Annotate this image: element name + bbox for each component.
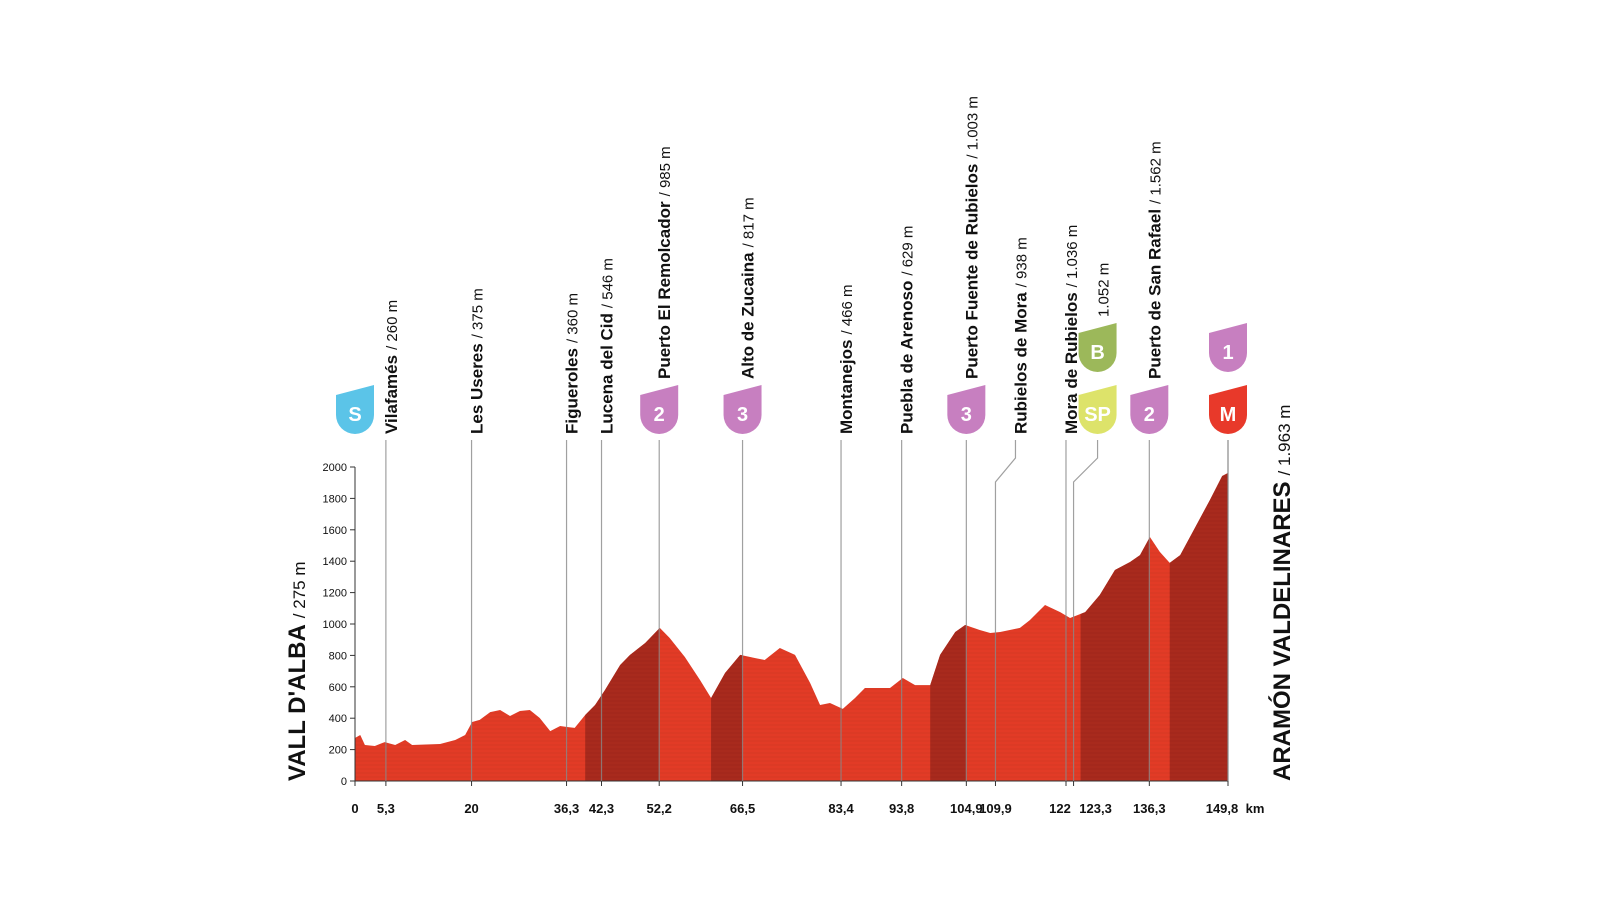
start-name: VALL D'ALBA [284, 624, 311, 781]
x-tick-label: 83,4 [828, 801, 854, 816]
waypoint-name: Puerto Fuente de Rubielos [962, 164, 981, 379]
badge [1209, 323, 1247, 372]
badge-text: S [348, 404, 361, 426]
waypoint-altitude: / 546 m [600, 258, 617, 308]
waypoint-label: Mora de Rubielos / 1.036 m [1062, 225, 1081, 434]
waypoint-name: Les Useres [468, 343, 487, 434]
start-label: VALL D'ALBA / 275 m [284, 561, 311, 781]
waypoint-altitude: / 629 m [900, 226, 917, 276]
badge-text: 3 [737, 404, 748, 426]
waypoint-altitude: / 360 m [565, 293, 582, 343]
waypoint-label: Figueroles / 360 m [563, 293, 582, 434]
y-tick-label: 2000 [323, 462, 347, 474]
waypoint-label: Rubielos de Mora / 938 m [1011, 237, 1030, 434]
waypoint-name: Puebla de Arenoso [898, 281, 917, 434]
waypoint-label: Alto de Zucaina / 817 m [739, 197, 758, 379]
y-tick-label: 1600 [323, 525, 347, 537]
waypoint-altitude: 1.052 m [1096, 263, 1113, 317]
waypoint-altitude: / 938 m [1013, 237, 1030, 287]
waypoint-label: Montanejos / 466 m [837, 285, 856, 434]
badge [336, 385, 374, 434]
waypoint-name: Montanejos [837, 340, 856, 434]
waypoint-name: Puerto de San Rafael [1145, 209, 1164, 379]
finish-name: ARAMÓN VALDELINARES [1268, 481, 1296, 781]
waypoint-altitude: / 1.562 m [1147, 141, 1164, 204]
waypoint-label: Vilafamés / 260 m [382, 300, 401, 434]
waypoint-altitude: / 260 m [384, 300, 401, 350]
x-tick-label: 5,3 [377, 801, 395, 816]
y-tick-label: 800 [329, 650, 347, 662]
y-tick-label: 1800 [323, 493, 347, 505]
x-tick-label: 66,5 [730, 801, 755, 816]
badge [640, 385, 679, 434]
badge [723, 385, 762, 434]
waypoint-label: Les Useres / 375 m [468, 288, 487, 434]
climb-section [711, 472, 743, 781]
x-tick-label: 42,3 [589, 801, 614, 816]
x-tick-label: 93,8 [889, 801, 914, 816]
x-tick-label: 104,9 [950, 801, 983, 816]
x-tick-label: 109,9 [979, 801, 1012, 816]
waypoint-altitude: / 466 m [839, 285, 856, 335]
climb-section [930, 472, 967, 781]
x-tick-label: 36,3 [554, 801, 579, 816]
badge [1130, 385, 1169, 434]
x-tick-label: 123,3 [1079, 801, 1112, 816]
waypoint-line [1072, 440, 1099, 781]
badge-text: 3 [961, 404, 972, 426]
y-tick-label: 200 [329, 745, 347, 757]
waypoint-name: Figueroles [563, 348, 582, 434]
x-tick-label: 20 [464, 801, 478, 816]
waypoint-name: Mora de Rubielos [1062, 292, 1081, 434]
badge [1209, 385, 1247, 434]
badge-text: 2 [1144, 404, 1155, 426]
badge [1078, 385, 1117, 434]
finish-altitude: / 1.963 m [1275, 405, 1294, 476]
badge-text: 1 [1222, 342, 1233, 364]
x-tick-label: 136,3 [1133, 801, 1166, 816]
waypoint-name: Alto de Zucaina [739, 252, 758, 379]
y-tick-label: 1000 [323, 619, 347, 631]
waypoint-label: 1.052 m [1096, 263, 1113, 317]
x-tick-label: 149,8 [1206, 801, 1239, 816]
elevation-area [355, 472, 1228, 781]
start-altitude: / 275 m [290, 561, 309, 618]
x-unit: km [1246, 801, 1265, 816]
waypoint-label: Puebla de Arenoso / 629 m [898, 226, 917, 434]
waypoint-altitude: / 375 m [470, 288, 487, 338]
y-tick-label: 0 [341, 776, 347, 788]
climb-section [1169, 472, 1228, 781]
waypoint-label: Puerto Fuente de Rubielos / 1.003 m [962, 96, 981, 379]
waypoint-altitude: / 985 m [657, 146, 674, 196]
finish-label: ARAMÓN VALDELINARES / 1.963 m [1268, 405, 1296, 781]
waypoint-label: Lucena del Cid / 546 m [598, 258, 617, 434]
waypoint-name: Rubielos de Mora [1011, 292, 1030, 434]
x-tick-label: 0 [351, 801, 358, 816]
badge [1078, 323, 1117, 372]
y-tick-label: 400 [329, 713, 347, 725]
x-tick-label: 122 [1049, 801, 1071, 816]
climb-section [1080, 472, 1150, 781]
climb-section [585, 472, 660, 781]
badge [947, 385, 986, 434]
badge-text: M [1220, 404, 1237, 426]
badge-text: 2 [654, 404, 665, 426]
waypoint-line [994, 440, 1017, 781]
waypoint-altitude: / 1.036 m [1064, 225, 1081, 288]
waypoint-name: Lucena del Cid [598, 313, 617, 434]
waypoint-altitude: / 817 m [741, 197, 758, 247]
waypoint-name: Vilafamés [382, 355, 401, 434]
waypoint-altitude: / 1.003 m [964, 96, 981, 159]
y-tick-label: 1400 [323, 556, 347, 568]
badge-text: B [1090, 342, 1104, 364]
waypoint-label: Puerto de San Rafael / 1.562 m [1145, 141, 1164, 379]
waypoint-label: Puerto El Remolcador / 985 m [655, 146, 674, 379]
x-tick-label: 52,2 [647, 801, 672, 816]
waypoint-name: Puerto El Remolcador [655, 201, 674, 379]
y-tick-label: 1200 [323, 588, 347, 600]
y-tick-label: 600 [329, 682, 347, 694]
badge-text: SP [1084, 404, 1111, 426]
